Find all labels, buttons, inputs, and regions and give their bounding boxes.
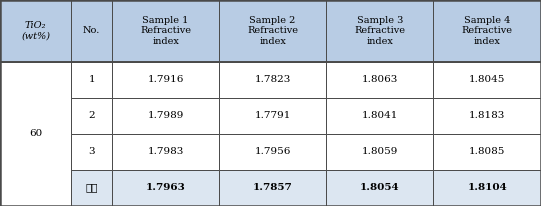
Text: Sample 2
Refractive
index: Sample 2 Refractive index <box>247 16 298 46</box>
Bar <box>112 62 219 98</box>
Bar <box>112 98 219 134</box>
Bar <box>433 170 541 206</box>
Bar <box>433 134 541 170</box>
Bar <box>326 170 433 206</box>
Text: 1.7963: 1.7963 <box>146 184 186 192</box>
Text: 1.7983: 1.7983 <box>147 147 184 156</box>
Text: Sample 3
Refractive
index: Sample 3 Refractive index <box>354 16 405 46</box>
Bar <box>219 170 326 206</box>
Text: 1.8059: 1.8059 <box>361 147 398 156</box>
Text: 60: 60 <box>29 129 42 138</box>
Bar <box>0 62 71 206</box>
Text: 1.8054: 1.8054 <box>360 184 400 192</box>
Bar <box>71 98 112 134</box>
Bar <box>219 62 326 98</box>
Text: 1.8063: 1.8063 <box>361 75 398 84</box>
Text: 1.8183: 1.8183 <box>469 111 505 120</box>
Bar <box>71 170 112 206</box>
Text: TiO₂
(wt%): TiO₂ (wt%) <box>21 21 50 41</box>
Text: 1.7956: 1.7956 <box>254 147 291 156</box>
Text: Sample 4
Refractive
index: Sample 4 Refractive index <box>461 16 513 46</box>
Text: Sample 1
Refractive
index: Sample 1 Refractive index <box>140 16 191 46</box>
Text: 1.7916: 1.7916 <box>147 75 184 84</box>
Text: 1.8041: 1.8041 <box>361 111 398 120</box>
Bar <box>326 134 433 170</box>
Text: 평균: 평균 <box>85 184 98 192</box>
Bar <box>112 170 219 206</box>
Bar <box>433 0 541 62</box>
Text: 2: 2 <box>88 111 95 120</box>
Bar <box>326 98 433 134</box>
Bar <box>326 62 433 98</box>
Bar <box>112 0 219 62</box>
Text: 1.8045: 1.8045 <box>469 75 505 84</box>
Bar <box>219 134 326 170</box>
Bar <box>433 62 541 98</box>
Bar <box>326 0 433 62</box>
Text: 1.7791: 1.7791 <box>254 111 291 120</box>
Bar <box>0 0 71 62</box>
Text: 3: 3 <box>88 147 95 156</box>
Text: No.: No. <box>83 26 101 35</box>
Bar <box>433 98 541 134</box>
Bar <box>71 134 112 170</box>
Bar <box>112 134 219 170</box>
Bar <box>219 0 326 62</box>
Bar <box>71 0 112 62</box>
Text: 1.8085: 1.8085 <box>469 147 505 156</box>
Text: 1.8104: 1.8104 <box>467 184 507 192</box>
Text: 1: 1 <box>88 75 95 84</box>
Bar <box>219 98 326 134</box>
Bar <box>71 62 112 98</box>
Text: 1.7823: 1.7823 <box>254 75 291 84</box>
Text: 1.7857: 1.7857 <box>253 184 293 192</box>
Text: 1.7989: 1.7989 <box>147 111 184 120</box>
